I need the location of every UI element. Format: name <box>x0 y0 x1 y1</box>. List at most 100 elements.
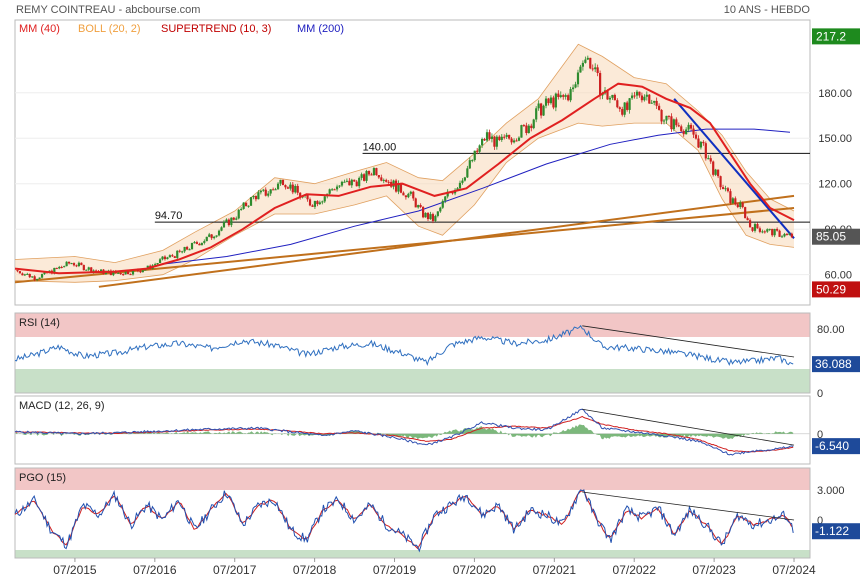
macd-value-badge <box>812 438 860 455</box>
price-candle <box>758 228 762 232</box>
price-candle <box>581 62 585 67</box>
price-candle <box>734 198 737 205</box>
x-axis-tick-label: 07/2019 <box>373 563 417 577</box>
price-candle <box>249 197 253 206</box>
price-candle <box>217 230 221 236</box>
price-candle <box>751 227 754 231</box>
legend-supertrend: SUPERTREND (10, 3) <box>161 23 271 35</box>
price-candle <box>338 185 341 187</box>
price-candle <box>478 145 481 152</box>
price-candle <box>569 89 572 101</box>
price-candle <box>744 207 747 219</box>
price-candle <box>594 67 597 70</box>
price-candle <box>318 202 321 205</box>
price-candle <box>488 132 491 139</box>
x-axis-tick-label: 07/2018 <box>293 563 337 577</box>
price-candle <box>331 189 334 191</box>
price-candle <box>156 263 159 265</box>
price-candle <box>658 105 661 110</box>
price-candle <box>262 189 265 191</box>
price-candle <box>296 185 299 193</box>
price-candle <box>724 188 727 190</box>
price-candle <box>591 68 594 70</box>
price-candle <box>385 179 388 182</box>
price-candle <box>633 95 636 97</box>
price-candle <box>75 265 78 267</box>
pgo-badge: -1.122 <box>812 523 860 540</box>
price-badge-label: 217.2 <box>816 29 846 43</box>
price-candle <box>557 93 560 98</box>
price-candle <box>240 208 243 210</box>
price-candle <box>117 272 120 274</box>
price-candle <box>574 84 577 88</box>
price-candle <box>43 271 46 275</box>
price-candle <box>626 102 629 110</box>
price-candle <box>451 192 454 194</box>
price-candle <box>33 276 36 280</box>
price-candle <box>628 98 631 110</box>
price-candle <box>119 272 122 275</box>
price-candle <box>515 140 518 142</box>
price-candle <box>109 270 112 276</box>
price-candle <box>498 136 501 140</box>
price-candle <box>559 95 562 98</box>
price-candle <box>215 235 218 237</box>
price-candle <box>689 124 693 129</box>
price-candle <box>316 200 319 205</box>
price-candle <box>122 274 125 276</box>
price-candle <box>753 224 757 231</box>
price-candle <box>495 136 498 147</box>
price-badge-gray <box>812 228 860 245</box>
price-candle <box>173 256 176 258</box>
price-candle <box>517 137 521 141</box>
price-candle <box>272 189 275 191</box>
price-candle <box>653 100 656 103</box>
price-candle <box>252 195 255 198</box>
price-candle <box>60 266 63 268</box>
rsi-trendline <box>582 325 795 358</box>
price-candle <box>756 224 759 229</box>
price-candle <box>709 158 712 162</box>
pgo-y-axis: 3.000 0 <box>817 485 845 527</box>
price-candle <box>225 219 228 222</box>
price-candle <box>685 129 688 135</box>
price-candle <box>264 189 267 196</box>
price-candle <box>638 91 641 96</box>
price-candle <box>613 94 616 101</box>
price-candle <box>586 57 589 60</box>
price-candle <box>141 270 144 273</box>
price-candle <box>65 261 68 267</box>
price-candle <box>537 103 540 109</box>
price-candle <box>562 95 565 97</box>
rsi-value-badge <box>812 356 860 373</box>
price-candle <box>721 187 725 189</box>
price-candle <box>58 266 61 269</box>
price-badges: 217.2 85.05 50.29 <box>812 28 860 298</box>
macd-badge: -6.540 <box>812 438 860 455</box>
rsi-value-label: 36.088 <box>815 357 852 371</box>
price-candle <box>544 98 548 106</box>
price-candle <box>662 120 666 122</box>
price-candle <box>38 277 41 279</box>
price-candle <box>90 267 93 273</box>
price-candle <box>205 236 208 242</box>
price-candle <box>621 109 624 115</box>
price-candle <box>333 189 336 191</box>
price-candle <box>176 250 179 258</box>
price-candle <box>193 242 196 244</box>
price-candle <box>382 179 385 181</box>
price-candle <box>190 243 194 250</box>
price-candle <box>707 158 710 160</box>
price-candle <box>680 126 683 132</box>
price-candle <box>623 102 626 115</box>
price-candle <box>611 94 614 98</box>
price-candle <box>606 90 609 100</box>
price-candle <box>564 95 567 97</box>
price-y-tick-label: 60.00 <box>824 270 852 282</box>
price-candle <box>247 205 250 207</box>
price-candle <box>584 59 587 63</box>
price-candle <box>466 168 469 178</box>
x-axis-tick-label: 07/2016 <box>133 563 177 577</box>
price-candle <box>660 109 663 122</box>
price-candle <box>778 230 781 237</box>
